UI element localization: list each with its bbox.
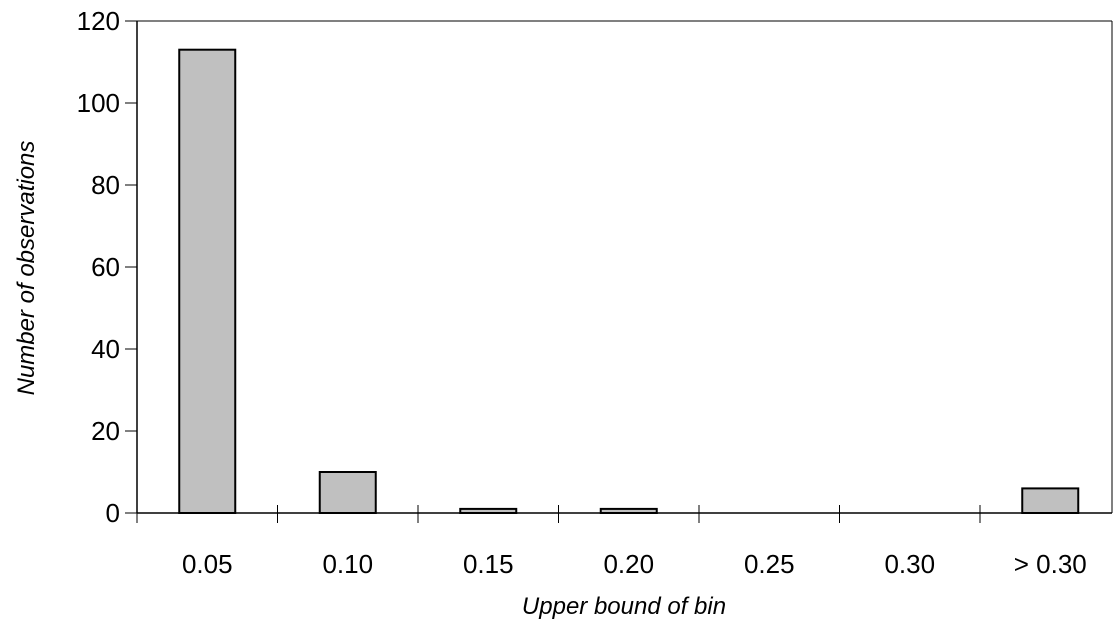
y-tick-label: 120: [77, 6, 120, 36]
y-tick-label: 100: [77, 88, 120, 118]
x-tick-label: 0.10: [322, 549, 373, 579]
x-tick-label: 0.30: [884, 549, 935, 579]
x-tick-label: 0.20: [603, 549, 654, 579]
bar: [178, 48, 237, 514]
bars: [178, 48, 1080, 514]
bar: [1021, 487, 1080, 514]
y-tick-label: 0: [106, 498, 120, 528]
x-tick-label: 0.15: [463, 549, 514, 579]
x-tick-label: > 0.30: [1014, 549, 1087, 579]
x-axis-title: Upper bound of bin: [522, 593, 726, 620]
bar: [599, 507, 658, 514]
x-tick-label: 0.05: [182, 549, 233, 579]
bar: [459, 507, 518, 514]
y-axis: 0 20 40 60 80 100 120: [77, 6, 137, 528]
x-tick-label: 0.25: [744, 549, 795, 579]
y-tick-label: 80: [91, 170, 120, 200]
y-tick-label: 20: [91, 416, 120, 446]
x-axis: 0.05 0.10 0.15 0.20 0.25 0.30 > 0.30: [136, 505, 1087, 579]
y-axis-title: Number of observations: [13, 141, 40, 396]
y-tick-label: 40: [91, 334, 120, 364]
y-tick-label: 60: [91, 252, 120, 282]
plot-frame: [136, 20, 1113, 514]
bar: [318, 471, 377, 514]
